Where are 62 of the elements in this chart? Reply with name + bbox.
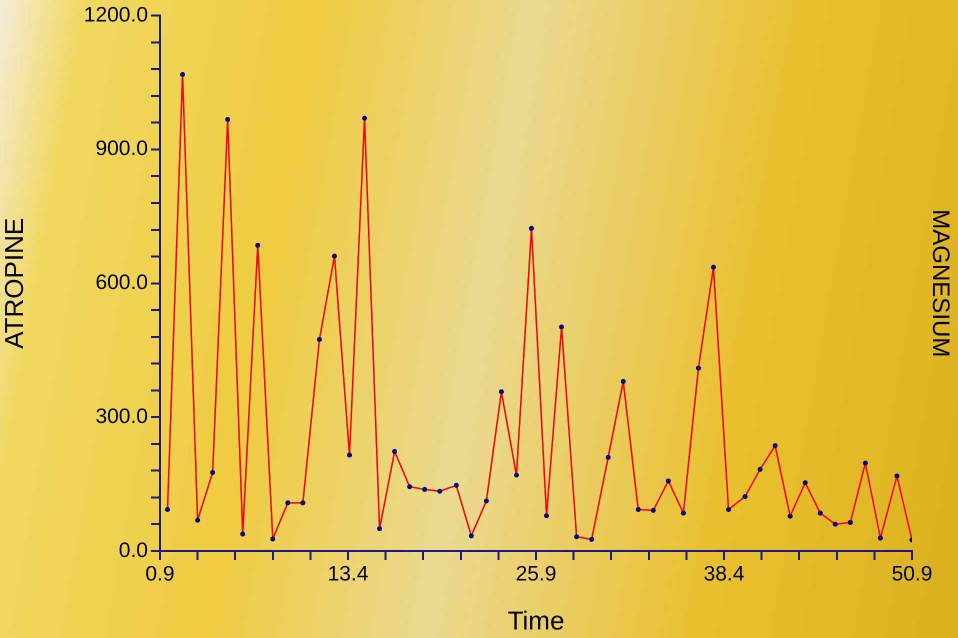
point: [894, 474, 900, 479]
point: [210, 470, 216, 475]
point: [862, 460, 868, 466]
point: [680, 510, 686, 516]
point: [544, 513, 550, 518]
point: [726, 507, 732, 512]
point: [636, 507, 641, 512]
x-axis-title: Time: [508, 606, 564, 636]
point: [240, 532, 246, 537]
y-tick-label: 900.0: [95, 137, 148, 160]
point: [758, 466, 763, 472]
x-tick-label: 13.4: [328, 562, 369, 586]
point: [818, 510, 823, 516]
y-tick-label: 300.0: [95, 404, 148, 428]
point: [666, 478, 671, 484]
point: [377, 526, 382, 532]
x-tick-label: 38.4: [704, 562, 745, 586]
point: [407, 484, 412, 490]
point: [498, 389, 504, 394]
point: [165, 507, 170, 512]
point: [772, 443, 778, 448]
point: [195, 518, 200, 523]
point: [559, 324, 564, 330]
point: [285, 500, 290, 506]
point: [832, 522, 838, 527]
x-tick-label: 0.9: [145, 562, 175, 586]
point: [180, 72, 186, 77]
point: [742, 494, 748, 500]
point: [528, 226, 534, 231]
point: [437, 488, 442, 494]
point: [225, 117, 230, 122]
point: [606, 454, 611, 460]
point: [484, 498, 489, 504]
x-tick-label: 25.9: [516, 562, 556, 586]
y-tick-label: 1200.0: [84, 3, 148, 26]
y2-axis-title: MAGNESIUM: [926, 209, 954, 358]
point: [347, 452, 352, 458]
point: [300, 500, 306, 506]
point: [710, 264, 716, 270]
y-axis-title: ATROPINE: [0, 218, 29, 349]
point: [620, 378, 626, 384]
point: [454, 482, 459, 488]
point: [514, 472, 519, 478]
point: [589, 536, 594, 542]
point: [802, 480, 808, 486]
y-tick-label: 600.0: [95, 271, 148, 294]
point: [316, 337, 322, 342]
point: [650, 508, 656, 513]
point: [574, 534, 580, 540]
point: [848, 520, 853, 525]
point: [332, 254, 337, 259]
point: [468, 533, 474, 538]
point: [270, 536, 276, 542]
point: [696, 366, 701, 371]
point: [362, 116, 368, 121]
x-tick-label: 50.9: [892, 562, 932, 586]
point: [422, 486, 428, 492]
point: [878, 536, 883, 541]
point: [788, 514, 793, 519]
point: [255, 242, 260, 248]
y-tick-label: 0.0: [118, 538, 148, 562]
point: [392, 449, 398, 454]
